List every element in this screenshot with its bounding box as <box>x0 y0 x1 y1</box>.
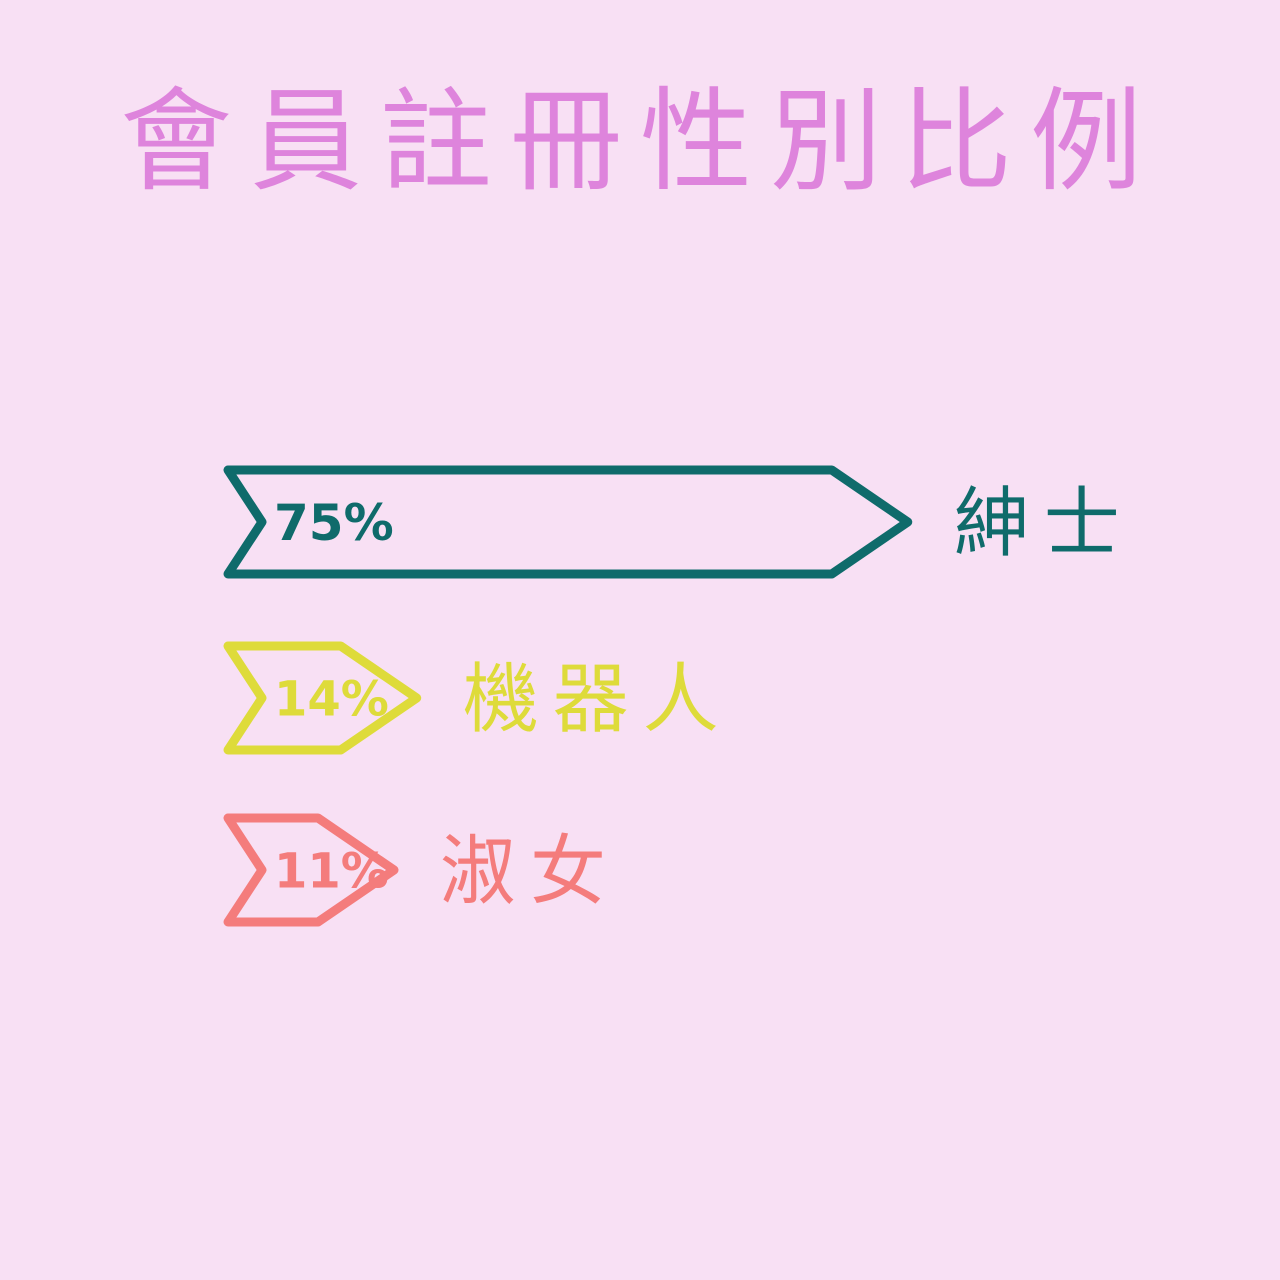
chart-title: 會員註冊性別比例 <box>120 77 1160 207</box>
bar-3 <box>223 813 399 927</box>
value-label-3: 11% <box>274 843 389 899</box>
value-label-1: 75% <box>274 494 394 552</box>
category-label-3: 淑女 <box>440 826 620 915</box>
value-label-2: 14% <box>274 671 389 727</box>
bar-1 <box>223 465 913 579</box>
category-label-2: 機器人 <box>463 654 733 743</box>
category-label-1: 紳士 <box>954 478 1134 567</box>
bar-2 <box>223 641 422 755</box>
bars-group: 75% 紳士 14% 機器人 11% 淑女 <box>223 465 1134 927</box>
